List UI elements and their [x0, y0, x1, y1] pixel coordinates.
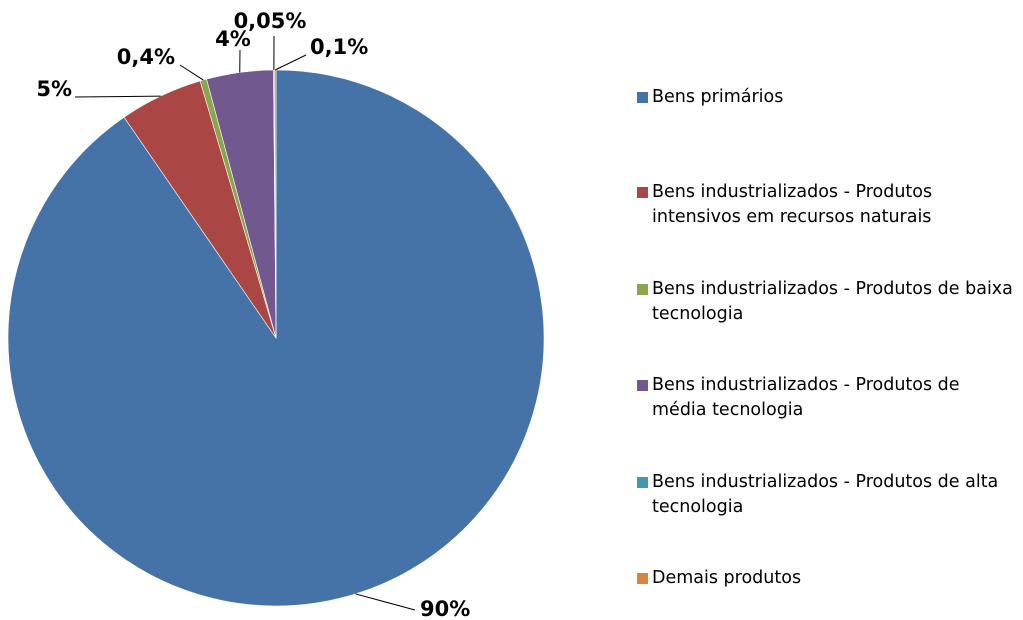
legend-swatch: [637, 380, 648, 391]
legend-item: Demais produtos: [637, 566, 1017, 591]
data-label: 4%: [215, 27, 251, 51]
legend-label: Bens industrializados - Produtos de alta…: [652, 472, 999, 517]
legend-label: Bens industrializados - Produtos de baix…: [652, 279, 1013, 324]
legend-item: Bens industrializados - Produtos de baix…: [637, 277, 1017, 327]
data-label: 0,4%: [117, 45, 175, 69]
legend-label: Bens primários: [652, 87, 784, 107]
legend-swatch: [637, 477, 648, 488]
data-label: 0,05%: [234, 9, 307, 33]
legend-swatch: [637, 573, 648, 584]
legend-swatch: [637, 92, 648, 103]
legend-label: Bens industrializados - Produtos de médi…: [652, 375, 960, 420]
leader-line: [355, 593, 416, 611]
legend-label: Demais produtos: [652, 568, 802, 588]
data-label: 0,1%: [310, 35, 368, 59]
legend-item: Bens industrializados - Produtos de alta…: [637, 470, 1017, 520]
legend-swatch: [637, 187, 648, 198]
legend-swatch: [637, 284, 648, 295]
data-label: 5%: [36, 77, 72, 101]
leader-line: [179, 64, 204, 81]
legend-item: Bens primários: [637, 85, 1017, 110]
legend-item: Bens industrializados - Produtos de médi…: [637, 373, 1017, 423]
leader-line: [74, 95, 161, 98]
data-label: 90%: [420, 597, 470, 620]
leader-line: [274, 54, 307, 71]
legend-label: Bens industrializados - Produtos intensi…: [652, 182, 933, 227]
legend-item: Bens industrializados - Produtos intensi…: [637, 180, 1017, 230]
